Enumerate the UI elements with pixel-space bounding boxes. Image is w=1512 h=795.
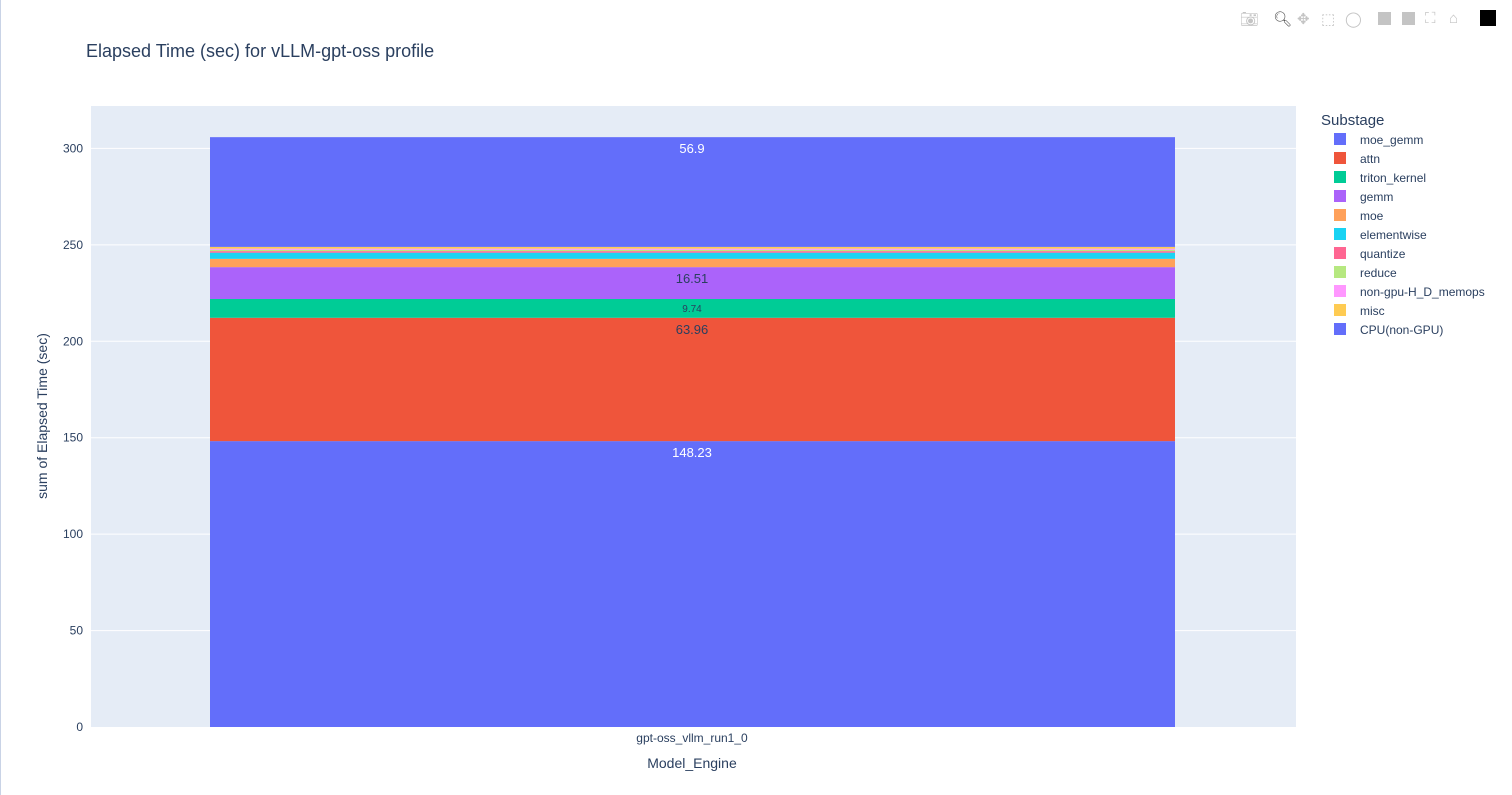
bar-segment-attn[interactable] — [210, 317, 1175, 442]
bar-segment-misc[interactable] — [210, 246, 1175, 249]
bar-segment-reduce[interactable] — [210, 249, 1175, 252]
y-tick-label: 150 — [63, 431, 83, 445]
bar-segment-gemm[interactable] — [210, 267, 1175, 299]
legend-title: Substage — [1321, 112, 1384, 129]
legend-item[interactable]: attn — [1360, 152, 1380, 166]
y-axis-label: sum of Elapsed Time (sec) — [34, 333, 50, 499]
legend-swatch[interactable] — [1334, 171, 1346, 183]
y-tick-label: 100 — [63, 527, 83, 541]
bar-segment-moe_gemm[interactable] — [210, 441, 1175, 727]
y-tick-label: 0 — [76, 720, 83, 734]
pan-icon[interactable]: ✥ — [1297, 11, 1310, 28]
x-tick-label: gpt-oss_vllm_run1_0 — [636, 731, 748, 745]
lasso-icon[interactable]: ◯ — [1345, 11, 1362, 28]
legend-swatch[interactable] — [1334, 285, 1346, 297]
legend-item[interactable]: triton_kernel — [1360, 171, 1426, 185]
zoom-out-icon[interactable] — [1402, 12, 1415, 25]
legend-item[interactable]: moe_gemm — [1360, 133, 1423, 147]
plotly-logo-icon[interactable] — [1480, 10, 1496, 26]
bar-segment-CPU(non-GPU)[interactable] — [210, 137, 1175, 247]
legend-item[interactable]: non-gpu-H_D_memops — [1360, 285, 1485, 299]
legend-swatch[interactable] — [1334, 133, 1346, 145]
data-label: 56.9 — [679, 141, 704, 156]
zoom-icon[interactable]: 🔍︎ — [1273, 11, 1293, 28]
y-tick-label: 50 — [70, 624, 84, 638]
autoscale-icon[interactable]: ⛶ — [1425, 10, 1436, 27]
data-label: 148.23 — [672, 445, 712, 460]
legend-swatch[interactable] — [1334, 323, 1346, 335]
legend-swatch[interactable] — [1334, 266, 1346, 278]
legend-swatch[interactable] — [1334, 247, 1346, 259]
data-label: 63.96 — [676, 322, 709, 337]
legend-swatch[interactable] — [1334, 152, 1346, 164]
legend-item[interactable]: gemm — [1360, 190, 1393, 204]
legend-swatch[interactable] — [1334, 304, 1346, 316]
box-select-icon[interactable]: ⬚ — [1321, 11, 1336, 28]
y-tick-label: 200 — [63, 334, 83, 348]
y-tick-label: 300 — [63, 141, 83, 155]
legend-item[interactable]: CPU(non-GPU) — [1360, 323, 1443, 337]
camera-icon[interactable]: 📷︎ — [1240, 11, 1260, 28]
data-label: 16.51 — [676, 271, 709, 286]
chart-title: Elapsed Time (sec) for vLLM-gpt-oss prof… — [86, 41, 434, 61]
bar-segment-elementwise[interactable] — [210, 252, 1175, 259]
legend-item[interactable]: misc — [1360, 304, 1385, 318]
bar-segment-non-gpu-H_D_memops[interactable] — [210, 248, 1175, 250]
zoom-in-icon[interactable] — [1378, 12, 1391, 25]
legend-swatch[interactable] — [1334, 228, 1346, 240]
legend-swatch[interactable] — [1334, 209, 1346, 221]
bar-segment-quantize[interactable] — [210, 251, 1175, 253]
bar-segment-moe[interactable] — [210, 258, 1175, 268]
legend-item[interactable]: quantize — [1360, 247, 1406, 261]
y-tick-label: 250 — [63, 238, 83, 252]
home-icon[interactable]: ⌂ — [1449, 10, 1459, 27]
x-axis-label: Model_Engine — [647, 755, 737, 771]
legend-item[interactable]: moe — [1360, 209, 1384, 223]
data-label: 9.74 — [682, 304, 702, 315]
legend-item[interactable]: reduce — [1360, 266, 1397, 280]
legend-item[interactable]: elementwise — [1360, 228, 1427, 242]
bar-segment-triton_kernel[interactable] — [210, 298, 1175, 318]
legend-swatch[interactable] — [1334, 190, 1346, 202]
